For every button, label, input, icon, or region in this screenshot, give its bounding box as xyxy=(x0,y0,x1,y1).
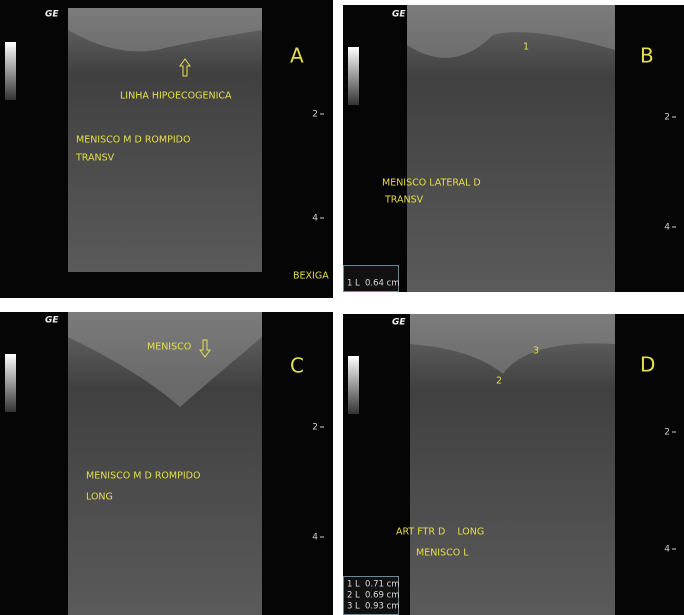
measurement-index: 1 xyxy=(347,580,352,590)
tissue-echo xyxy=(410,314,615,374)
measurement-kind: L xyxy=(355,591,360,601)
depth-label: 4 xyxy=(312,214,318,224)
panel-letter: A xyxy=(290,44,304,68)
measurement-frame xyxy=(343,265,399,292)
logo: GE xyxy=(392,10,406,20)
logo: GE xyxy=(392,318,406,328)
measurement-value: 0.64 cm xyxy=(365,279,400,289)
scan-area xyxy=(68,8,262,272)
depth-label: 4 xyxy=(312,533,318,543)
measurement-kind: L xyxy=(355,279,360,289)
depth-label: 2 xyxy=(312,423,318,433)
panel-letter: B xyxy=(640,44,654,68)
gray-scale-bar xyxy=(348,47,359,105)
ultrasound-panel: GE A 2 4 LINHA HIPOECOGENICA MENISCO M D ROMP… xyxy=(0,0,333,298)
side-label: BEXIGA xyxy=(293,271,329,282)
measurement-kind: L xyxy=(355,580,360,590)
caliper-label: 2 xyxy=(496,376,502,387)
measurement-frame xyxy=(343,576,399,615)
caliper-label: 1 xyxy=(523,42,529,53)
annotation: MENISCO M D ROMPIDO xyxy=(86,471,200,482)
annotation: MENISCO M D ROMPIDO xyxy=(76,135,190,146)
measurement-value: 0.71 cm xyxy=(365,580,400,590)
depth-label: 2 xyxy=(664,113,670,123)
panel-letter: C xyxy=(290,354,304,378)
measurement-index: 3 xyxy=(347,602,352,612)
measurement-value: 0.69 cm xyxy=(365,591,400,601)
logo: GE xyxy=(45,10,59,20)
gray-scale-bar xyxy=(5,42,16,100)
measurement-box: 1 L 0.64 cm xyxy=(343,265,400,292)
annotation: ART FTR D LONG xyxy=(396,527,484,538)
measurement-index: 2 xyxy=(347,591,352,601)
depth-label: 4 xyxy=(664,223,670,233)
measurement-kind: L xyxy=(355,602,360,612)
annotation: TRANSV xyxy=(384,195,424,206)
annotation: TRANSV xyxy=(75,153,115,164)
measurement-index: 1 xyxy=(347,279,352,289)
ultrasound-panel: GE C 2 4 MENISCO MENISCO M D ROMPIDO LONG xyxy=(0,312,333,615)
tissue-echo xyxy=(407,5,615,58)
gray-scale-bar xyxy=(5,354,16,412)
arrow xyxy=(199,339,211,358)
depth-label: 4 xyxy=(664,545,670,555)
gray-scale-bar xyxy=(348,356,359,414)
measurement-value: 0.93 cm xyxy=(365,602,400,612)
measurement-box: 1 L 0.71 cm2 L 0.69 cm3 L 0.93 cm xyxy=(343,576,400,615)
tissue-echo xyxy=(68,312,262,407)
depth-label: 2 xyxy=(312,110,318,120)
annotation: LINHA HIPOECOGENICA xyxy=(120,91,232,102)
annotation: MENISCO L xyxy=(416,548,469,559)
depth-label: 2 xyxy=(664,428,670,438)
arrow xyxy=(179,58,191,77)
caliper-label: 3 xyxy=(533,346,539,357)
annotation: MENISCO xyxy=(147,342,191,353)
panel-letter: D xyxy=(640,353,655,377)
tissue-echo xyxy=(68,8,262,52)
logo: GE xyxy=(45,316,59,326)
scan-area xyxy=(410,314,615,615)
annotation: LONG xyxy=(86,492,113,503)
annotation: MENISCO LATERAL D xyxy=(382,178,481,189)
